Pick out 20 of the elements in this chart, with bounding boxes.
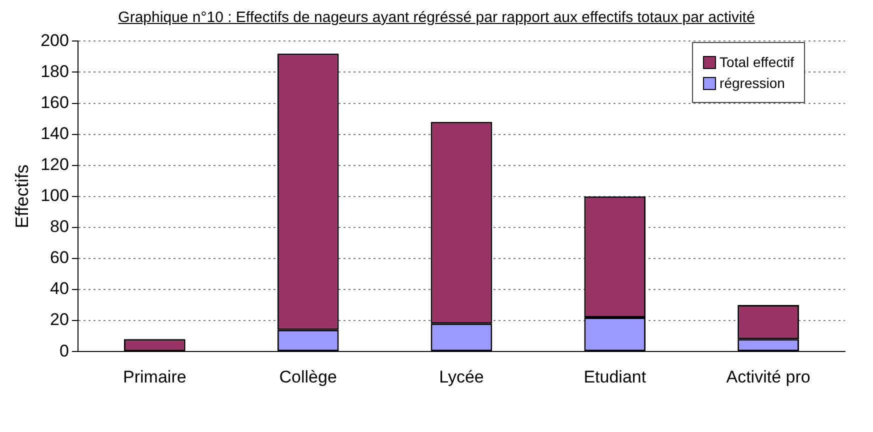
x-tick-label: Lycée xyxy=(439,367,484,386)
y-tick-label: 140 xyxy=(40,124,69,144)
legend-label: Total effectif xyxy=(720,54,794,70)
chart-title: Graphique n°10 : Effectifs de nageurs ayant régréssé par rapport aux effectifs totaux par activité xyxy=(117,8,756,28)
x-tick-label: Activité pro xyxy=(726,367,810,386)
x-tick-label: Primaire xyxy=(123,367,186,386)
y-tick-label: 60 xyxy=(50,248,69,268)
legend-label: régression xyxy=(720,75,785,91)
y-tick-label: 40 xyxy=(50,279,69,298)
y-tick-label: 120 xyxy=(40,155,69,174)
y-tick-label: 100 xyxy=(40,186,69,206)
x-tick-label: Collège xyxy=(279,367,337,386)
y-tick-label: 0 xyxy=(59,341,69,360)
y-tick-label: 200 xyxy=(40,30,69,50)
x-tick-label: Etudiant xyxy=(584,367,646,386)
y-axis-title: Effectifs xyxy=(12,164,32,228)
y-tick-label: 180 xyxy=(40,62,69,81)
y-tick-label: 20 xyxy=(50,310,69,330)
y-tick-label: 80 xyxy=(50,217,69,236)
y-tick-label: 160 xyxy=(40,92,69,112)
